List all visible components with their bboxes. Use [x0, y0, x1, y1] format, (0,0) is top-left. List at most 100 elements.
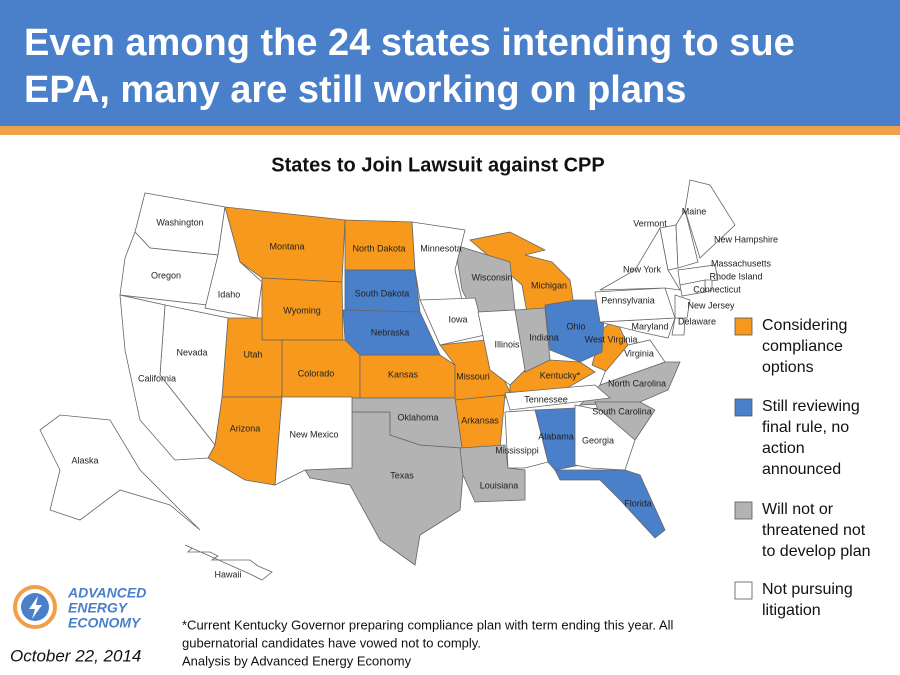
state-label: Montana	[269, 241, 304, 251]
state-label: Vermont	[633, 218, 667, 228]
legend-swatch	[734, 398, 753, 417]
logo-text: ENERGY	[68, 600, 129, 616]
state-label: Maryland	[631, 321, 668, 331]
state-label: New Hampshire	[714, 234, 778, 244]
state-label: Illinois	[494, 339, 520, 349]
state-shape	[119, 294, 216, 461]
legend-label: threatened not	[762, 522, 866, 539]
state-label: Maine	[682, 206, 707, 216]
footnote: *Current Kentucky Governor preparing com…	[182, 617, 673, 632]
legend-label: announced	[762, 461, 841, 478]
state-label: Pennsylvania	[601, 295, 655, 305]
state-shape	[544, 299, 606, 363]
state-label: Nevada	[176, 347, 207, 357]
state-label: Louisiana	[480, 480, 519, 490]
map: Montana North Dakota Wyoming Utah Colorado Ka…	[39, 179, 778, 581]
state-shape	[477, 309, 526, 386]
footnote: Analysis by Advanced Energy Economy	[182, 653, 412, 668]
state-label: Hawaii	[214, 569, 241, 579]
state-shape	[574, 404, 636, 471]
state-shape	[411, 221, 466, 301]
header-band	[0, 0, 900, 126]
logo-text: ECONOMY	[68, 615, 142, 631]
legend-label: Not pursuing	[762, 581, 853, 598]
state-label: Delaware	[678, 316, 716, 326]
state-label: Massachusetts	[711, 258, 772, 268]
date: October 22, 2014	[10, 646, 141, 665]
state-label: New Jersey	[687, 300, 735, 310]
state-label: Michigan	[531, 280, 567, 290]
state-label: South Dakota	[355, 288, 410, 298]
state-label: Idaho	[218, 289, 241, 299]
legend-label: Considering	[762, 317, 847, 334]
state-label: Washington	[156, 217, 203, 227]
state-shape	[679, 279, 706, 297]
state-label: Kansas	[388, 369, 419, 379]
state-shape	[204, 206, 263, 319]
state-shape	[594, 287, 676, 323]
logo-ring	[13, 585, 57, 629]
title-line: EPA, many are still working on plans	[24, 69, 686, 111]
state-shape	[504, 384, 611, 411]
state-shape	[675, 208, 699, 269]
legend-label: Will not or	[762, 501, 834, 518]
state-shape	[554, 469, 666, 539]
state-label: Virginia	[624, 348, 654, 358]
legend-label: compliance	[762, 338, 843, 355]
legend-swatch	[734, 581, 753, 600]
state-label: Alaska	[71, 455, 98, 465]
state-shape	[684, 179, 736, 259]
state-shape	[351, 397, 463, 449]
header-stripe	[0, 126, 900, 135]
legend-swatch	[734, 501, 753, 520]
state-label: California	[138, 373, 176, 383]
state-label: Indiana	[529, 332, 559, 342]
state-label: Oklahoma	[397, 412, 438, 422]
state-shape	[599, 339, 666, 386]
state-label: North Carolina	[608, 378, 666, 388]
state-label: Texas	[390, 470, 414, 480]
state-label: Minnesota	[420, 243, 462, 253]
map-title: States to Join Lawsuit against CPP	[271, 154, 604, 176]
state-label: Utah	[243, 349, 262, 359]
state-label: Colorado	[298, 368, 335, 378]
logo-text: ADVANCED	[67, 585, 146, 601]
state-label: Arizona	[230, 423, 261, 433]
state-label: Connecticut	[693, 284, 741, 294]
state-label: Georgia	[582, 435, 614, 445]
footnote: gubernatorial candidates have vowed not …	[182, 635, 481, 650]
legend: Considering compliance options Still review…	[734, 317, 871, 619]
state-label: Kentucky*	[540, 370, 581, 380]
state-label: Iowa	[448, 314, 467, 324]
legend-label: Still reviewing	[762, 398, 860, 415]
state-label: Rhode Island	[709, 271, 762, 281]
state-label: Wisconsin	[471, 272, 512, 282]
state-shape	[39, 414, 201, 531]
state-shape	[459, 444, 526, 503]
legend-label: action	[762, 440, 805, 457]
legend-label: to develop plan	[762, 543, 871, 560]
state-label: Florida	[624, 498, 652, 508]
state-label: New Mexico	[289, 429, 338, 439]
state-label: Arkansas	[461, 415, 499, 425]
state-label: Ohio	[566, 321, 585, 331]
state-shape	[674, 294, 691, 319]
state-label: South Carolina	[592, 406, 652, 416]
state-label: Alabama	[538, 431, 574, 441]
legend-label: litigation	[762, 602, 821, 619]
state-label: Mississippi	[495, 445, 539, 455]
state-label: Tennessee	[524, 394, 568, 404]
legend-label: options	[762, 359, 814, 376]
state-label: West Virginia	[585, 334, 638, 344]
state-label: Wyoming	[283, 305, 320, 315]
state-label: Oregon	[151, 270, 181, 280]
legend-label: final rule, no	[762, 419, 849, 436]
state-label: New York	[623, 264, 662, 274]
state-shape	[184, 544, 273, 581]
state-label: Missouri	[456, 371, 490, 381]
state-shape	[342, 309, 441, 356]
state-label: North Dakota	[352, 243, 405, 253]
state-shape	[504, 409, 549, 469]
